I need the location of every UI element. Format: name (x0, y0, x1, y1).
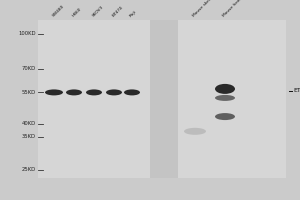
Ellipse shape (215, 113, 235, 120)
Text: 25KD: 25KD (22, 167, 36, 172)
Ellipse shape (124, 89, 140, 95)
Text: 100KD: 100KD (19, 31, 36, 36)
Bar (150, 20, 178, 178)
Text: 70KD: 70KD (22, 66, 36, 71)
Bar (38, 20, 286, 178)
Ellipse shape (215, 95, 235, 101)
Ellipse shape (86, 89, 102, 95)
Text: 35KD: 35KD (22, 134, 36, 139)
Ellipse shape (45, 89, 63, 95)
Text: SW480: SW480 (51, 4, 65, 18)
Text: Mouse heart: Mouse heart (222, 0, 244, 18)
Text: BT474: BT474 (111, 5, 124, 18)
Ellipse shape (215, 84, 235, 94)
Ellipse shape (66, 89, 82, 95)
Text: 40KD: 40KD (22, 121, 36, 126)
Text: Raji: Raji (129, 10, 138, 18)
Text: 55KD: 55KD (22, 90, 36, 95)
Ellipse shape (106, 89, 122, 95)
Text: H460: H460 (71, 7, 82, 18)
Text: SKOV3: SKOV3 (91, 5, 104, 18)
Text: ETV4: ETV4 (293, 88, 300, 93)
Text: Mouse skeletal muscle: Mouse skeletal muscle (192, 0, 230, 18)
Ellipse shape (184, 128, 206, 135)
